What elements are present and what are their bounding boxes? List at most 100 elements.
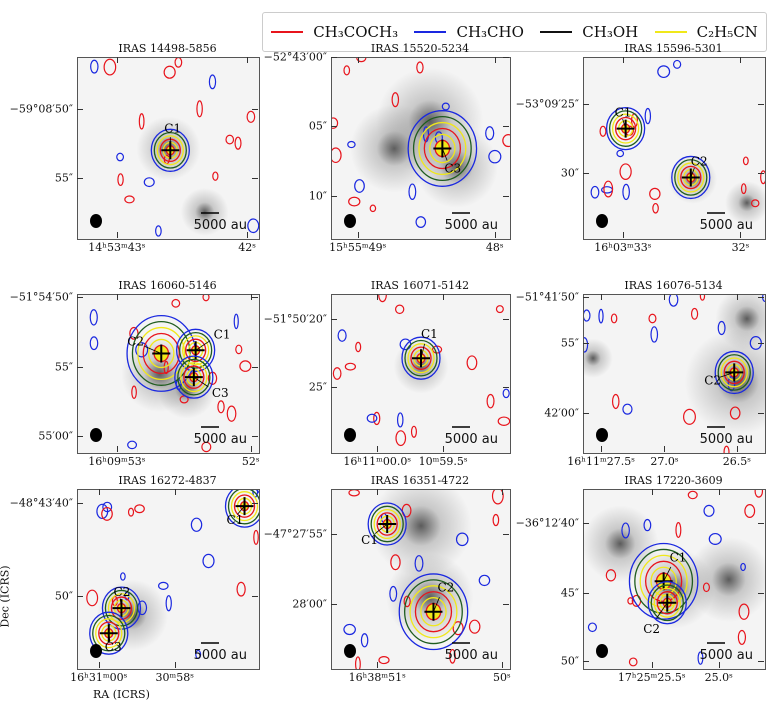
scale-label: 5000 au [699,432,753,447]
tick-mark [250,294,252,300]
tick-mark [77,297,83,299]
molecule-contour [407,110,478,187]
panel-title: IRAS 16351-4722 [370,474,470,487]
noise-contour [740,562,746,572]
molecule-contour [230,491,259,522]
molecule-contour [174,355,214,399]
dec-tick-label: −48°43′40″ [9,496,73,510]
molecule-contour [153,131,187,169]
tick-mark [377,294,379,300]
tick-mark [501,489,503,495]
label-leader [374,523,388,534]
tick-mark [664,446,666,452]
tick-mark [583,592,589,594]
legend-entry: CH₃OH [540,23,638,41]
ra-tick-label: 15ʰ55ᵐ49ˢ [329,241,387,254]
noise-contour [378,295,387,303]
noise-contour [449,648,456,664]
molecule-contour [418,121,467,176]
molecule-contour [227,490,259,525]
noise-contour [343,623,356,636]
noise-contour [196,100,203,118]
noise-contour [89,309,98,326]
dec-tick-label: −52°43′00″ [263,50,327,64]
noise-contour [749,336,762,350]
ra-tick-label: 17ʰ25ᵐ25.5ˢ [617,671,686,684]
tick-mark [503,387,509,389]
source-cross-marker [112,599,131,618]
noise-contour [754,490,764,498]
source-cross-marker [616,119,635,138]
scale-label: 5000 au [193,648,247,663]
source-label: C2 [113,585,130,599]
legend-label: CH₃COCH₃ [313,23,399,41]
tick-mark [443,294,445,300]
source-label: C1 [227,513,244,527]
molecule-contour [95,618,123,649]
tick-mark [252,596,258,598]
noise-contour [212,171,219,181]
noise-contour [124,195,135,204]
tick-mark [77,178,83,180]
molecule-contour [89,611,129,655]
molecule-contour [98,621,120,645]
dec-tick-label: 55″ [54,171,73,185]
noise-contour [414,555,424,572]
molecule-contour [717,354,751,391]
source-cross-marker [681,168,700,187]
noise-contour [468,619,481,634]
noise-contour [129,326,139,340]
source-label: C1 [214,327,231,341]
noise-contour [360,633,369,648]
tick-mark [252,436,258,438]
noise-contour [652,202,659,214]
noise-contour [369,204,377,213]
tick-mark [116,446,118,452]
molecule-contour [180,362,208,393]
molecule-contour [137,326,186,381]
noise-contour [466,355,478,371]
tick-mark [740,232,742,238]
noise-contour [394,304,405,315]
noise-contour [697,651,704,665]
noise-contour [485,126,495,141]
label-leader [237,505,245,515]
noise-contour [478,574,491,587]
molecule-contour [224,490,259,528]
tick-mark [77,109,83,111]
tick-mark [718,489,720,495]
noise-contour [202,295,210,302]
noise-contour [236,581,246,597]
noise-contour [611,393,620,410]
molecule-contour [414,591,453,633]
molecule-contour [104,589,139,627]
panel-title: IRAS 15596-5301 [624,42,723,55]
source-label: C1 [670,550,687,564]
scale-label: 5000 au [444,432,498,447]
noise-contour [355,341,362,353]
noise-contour [760,170,765,185]
tick-mark [494,232,496,238]
source-label: C2 [643,622,660,636]
source-label: C3 [105,640,122,654]
noise-contour [103,58,117,76]
panel-title: IRAS 16272-4837 [118,474,217,487]
legend-swatch [271,31,304,33]
noise-contour [502,134,510,148]
molecule-contour [404,579,463,645]
legend-entry: C₂H₅CN [654,23,758,41]
noise-contour [590,185,600,199]
scale-label: 5000 au [444,218,498,233]
tick-mark [651,489,653,495]
tick-mark [331,319,337,321]
noise-contour [738,603,750,620]
noise-contour [744,504,756,518]
noise-contour [332,367,342,380]
label-leader [690,167,695,178]
noise-contour [584,309,591,322]
tick-mark [740,57,742,63]
dec-tick-label: 10″ [308,189,327,203]
map-panel: C1 C2 5000 au [331,489,511,670]
noise-contour [708,532,722,545]
noise-contour [354,179,365,193]
